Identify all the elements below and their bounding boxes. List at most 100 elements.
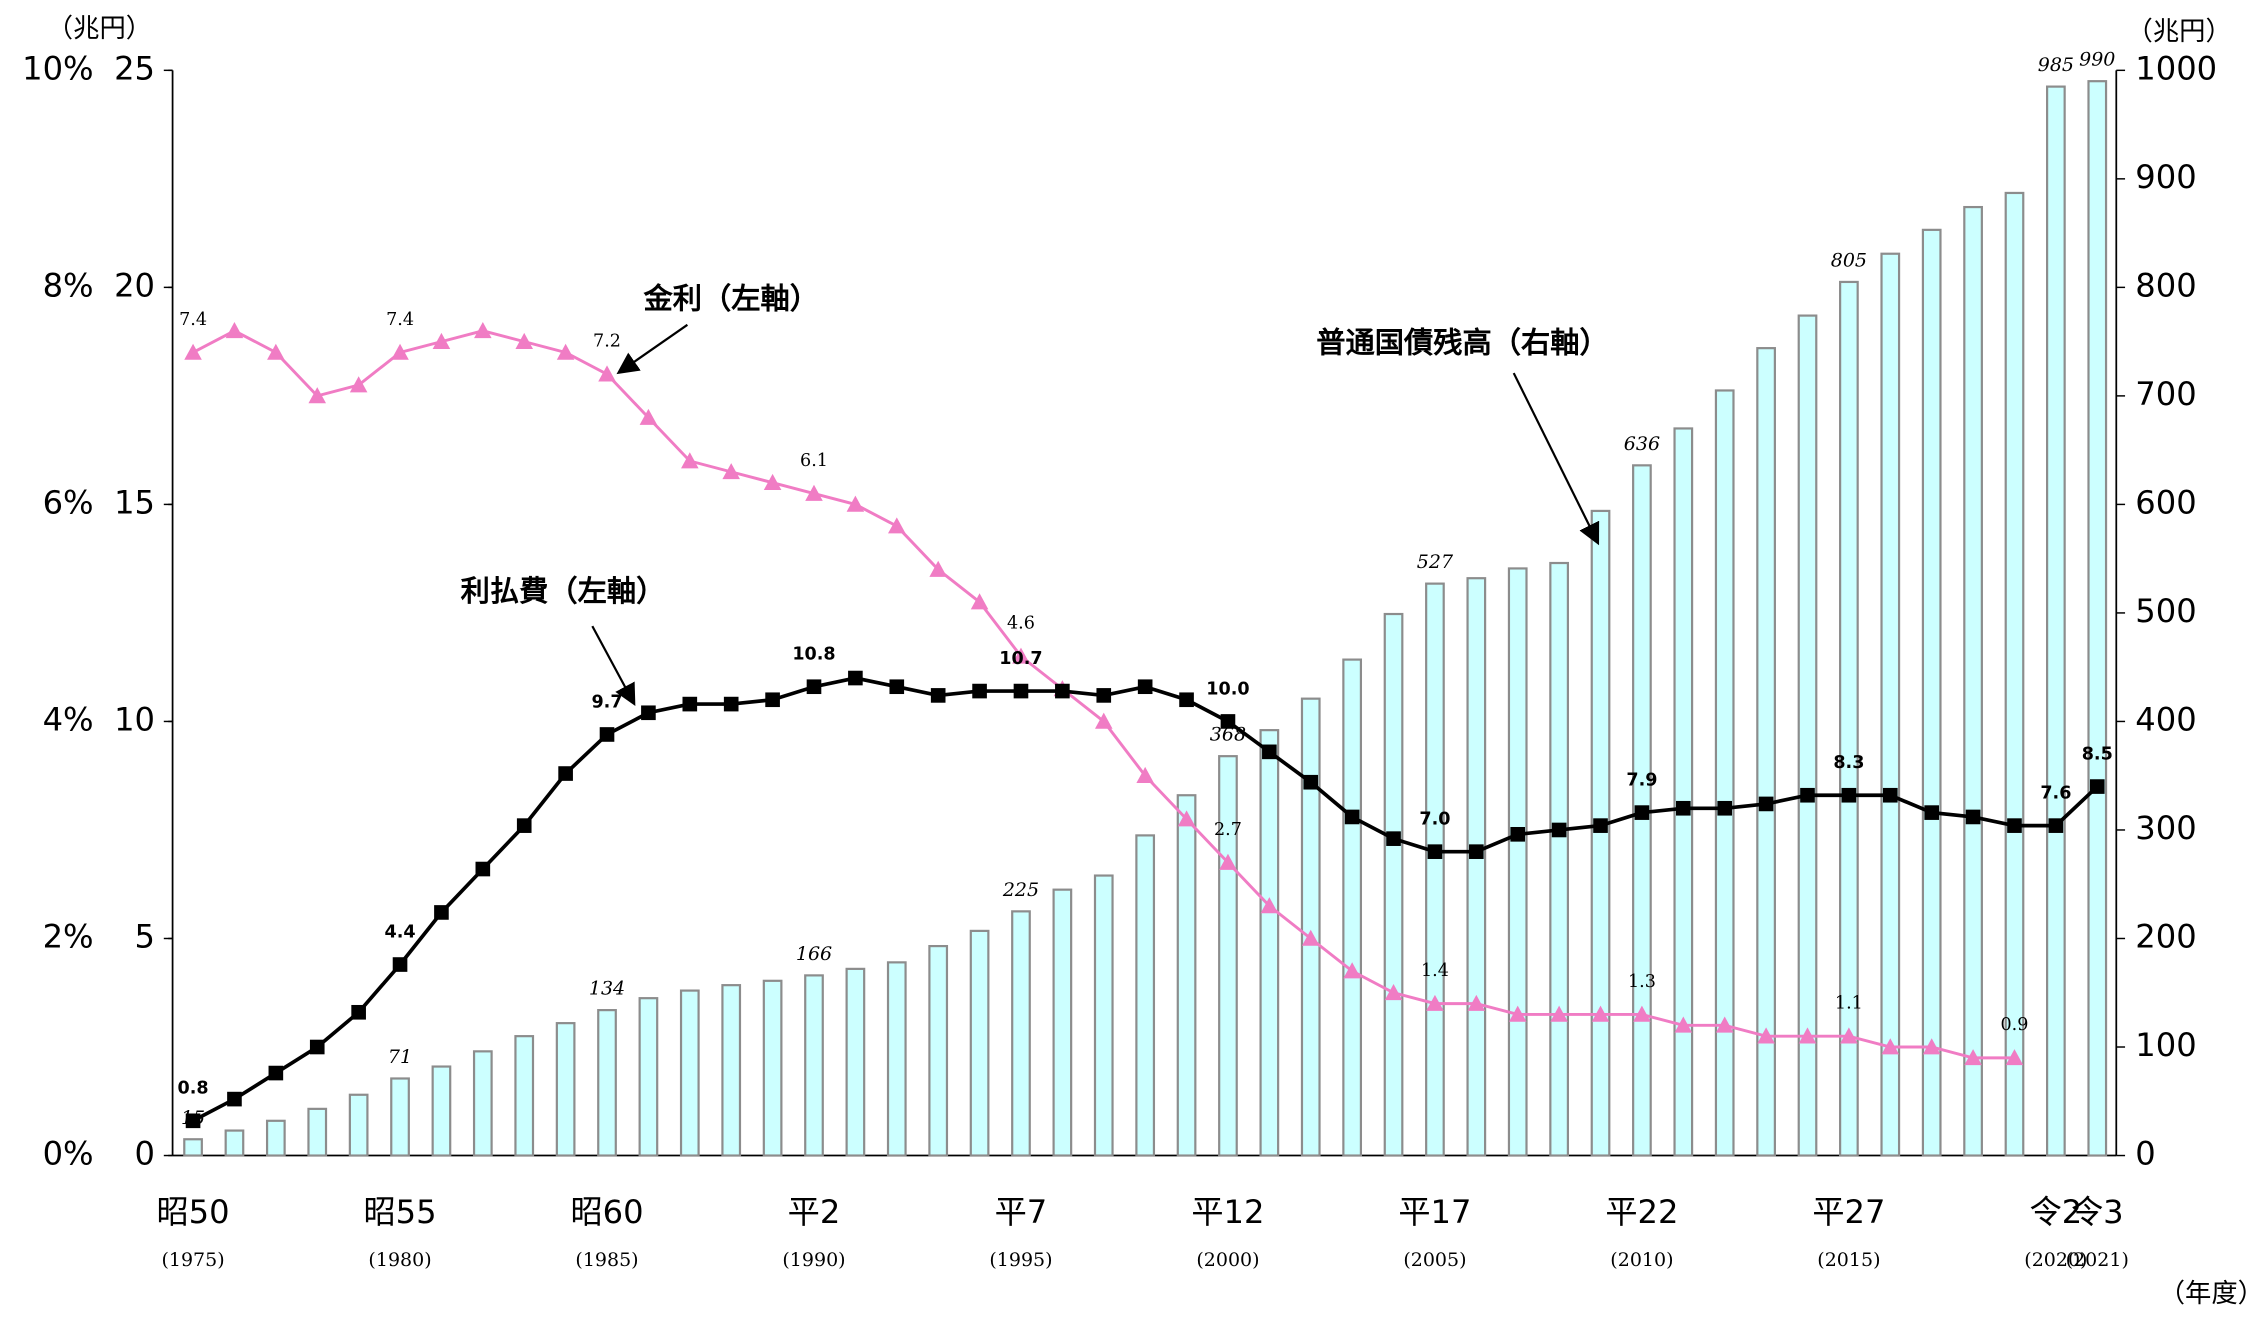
data-label: 7.9 [1626,770,1657,790]
marker [1137,679,1153,695]
bar [804,974,824,1157]
y2-tick-label: 500 [2135,592,2196,630]
marker [1260,897,1279,914]
data-label: 2.7 [1214,820,1242,840]
marker [1303,774,1319,790]
marker [1551,822,1567,838]
marker [722,463,740,480]
bar [1052,888,1073,1157]
marker [268,1065,284,1081]
y2-tick-label: 800 [2135,266,2196,304]
marker [349,376,368,393]
bar [638,997,659,1157]
marker [1055,683,1070,699]
data-label: 10.0 [1206,679,1249,699]
x-tick-label: 平2 [788,1193,841,1231]
marker [1219,853,1237,870]
annotation-arrow [1512,372,1600,546]
x-tick-label: 令3 [2071,1193,2124,1231]
data-label: 10.8 [792,645,835,665]
marker [972,683,987,699]
y-tick-label: 0 [135,1135,155,1173]
marker [1301,929,1320,946]
y-tick-label: 15 [114,483,155,521]
marker [308,387,327,404]
marker [1964,1049,1982,1066]
bar-label: 527 [1417,551,1454,573]
marker [2005,1049,2024,1066]
annotation: 普通国債残高（右軸） [1316,325,1608,359]
marker [846,495,865,512]
x-year-label: (2015) [1817,1249,1880,1271]
y3-tick-label: 10% [22,49,93,87]
x-tick-label: 平22 [1605,1193,1678,1231]
marker [681,452,699,469]
marker [1510,826,1526,842]
marker [1220,714,1236,729]
marker [1262,744,1277,760]
y2-tick-label: 1000 [2135,49,2217,87]
marker [930,688,946,703]
x-tick-label: 平17 [1398,1193,1471,1231]
data-label: 6.1 [800,451,828,471]
x-tick-label: 平7 [995,1193,1048,1231]
data-label: 9.7 [591,692,622,712]
marker [889,679,905,695]
marker [2048,818,2064,833]
x-year-label: (1980) [368,1249,431,1271]
marker [185,1113,201,1129]
marker [1965,809,1981,825]
y2-tick-label: 200 [2135,917,2196,955]
marker [639,408,658,425]
bar-label: 636 [1624,433,1660,455]
bar [265,1119,286,1157]
marker [641,705,656,721]
bar-label: 990 [2079,49,2115,71]
bar [1756,347,1776,1157]
bar [1425,582,1445,1157]
marker [970,593,989,610]
y2-tick-label: 300 [2135,809,2196,847]
bar-label: 805 [1831,249,1867,271]
marker [267,343,285,360]
marker [1593,818,1608,833]
marker [1012,647,1030,664]
bar-label: 71 [388,1046,412,1068]
data-label: 8.3 [1833,753,1864,773]
marker [392,957,408,972]
bar [679,989,700,1157]
x-tick-label: 平27 [1812,1193,1885,1231]
marker [227,1091,242,1107]
marker [474,322,492,339]
marker [351,1004,366,1020]
x-unit: （年度） [2159,1279,2264,1309]
marker [1136,766,1154,784]
y-tick-label: 20 [114,266,155,304]
bar [1921,228,1942,1157]
x-year-label: (1995) [989,1249,1052,1271]
x-year-label: (1990) [782,1249,845,1271]
bar [307,1107,328,1157]
data-label: 4.6 [1007,614,1035,634]
bar [721,984,742,1157]
bar [1093,874,1114,1157]
x-year-label: (1975) [161,1249,224,1271]
marker [1550,1005,1568,1022]
marker [516,818,532,833]
marker [225,322,244,339]
bar [348,1093,369,1157]
marker [1757,1027,1775,1044]
marker [1758,796,1774,812]
marker [1924,805,1939,820]
bar [1963,205,1983,1157]
right-unit: （兆円） [2127,17,2232,47]
marker [391,343,409,360]
marker [1675,800,1691,816]
marker [1343,962,1361,979]
bar [1342,658,1363,1157]
marker [1386,831,1401,846]
data-label: 7.4 [179,310,207,330]
x-year-label: (2021) [2066,1249,2129,1271]
annotation-arrow [616,323,689,375]
data-label: 1.3 [1628,972,1656,992]
